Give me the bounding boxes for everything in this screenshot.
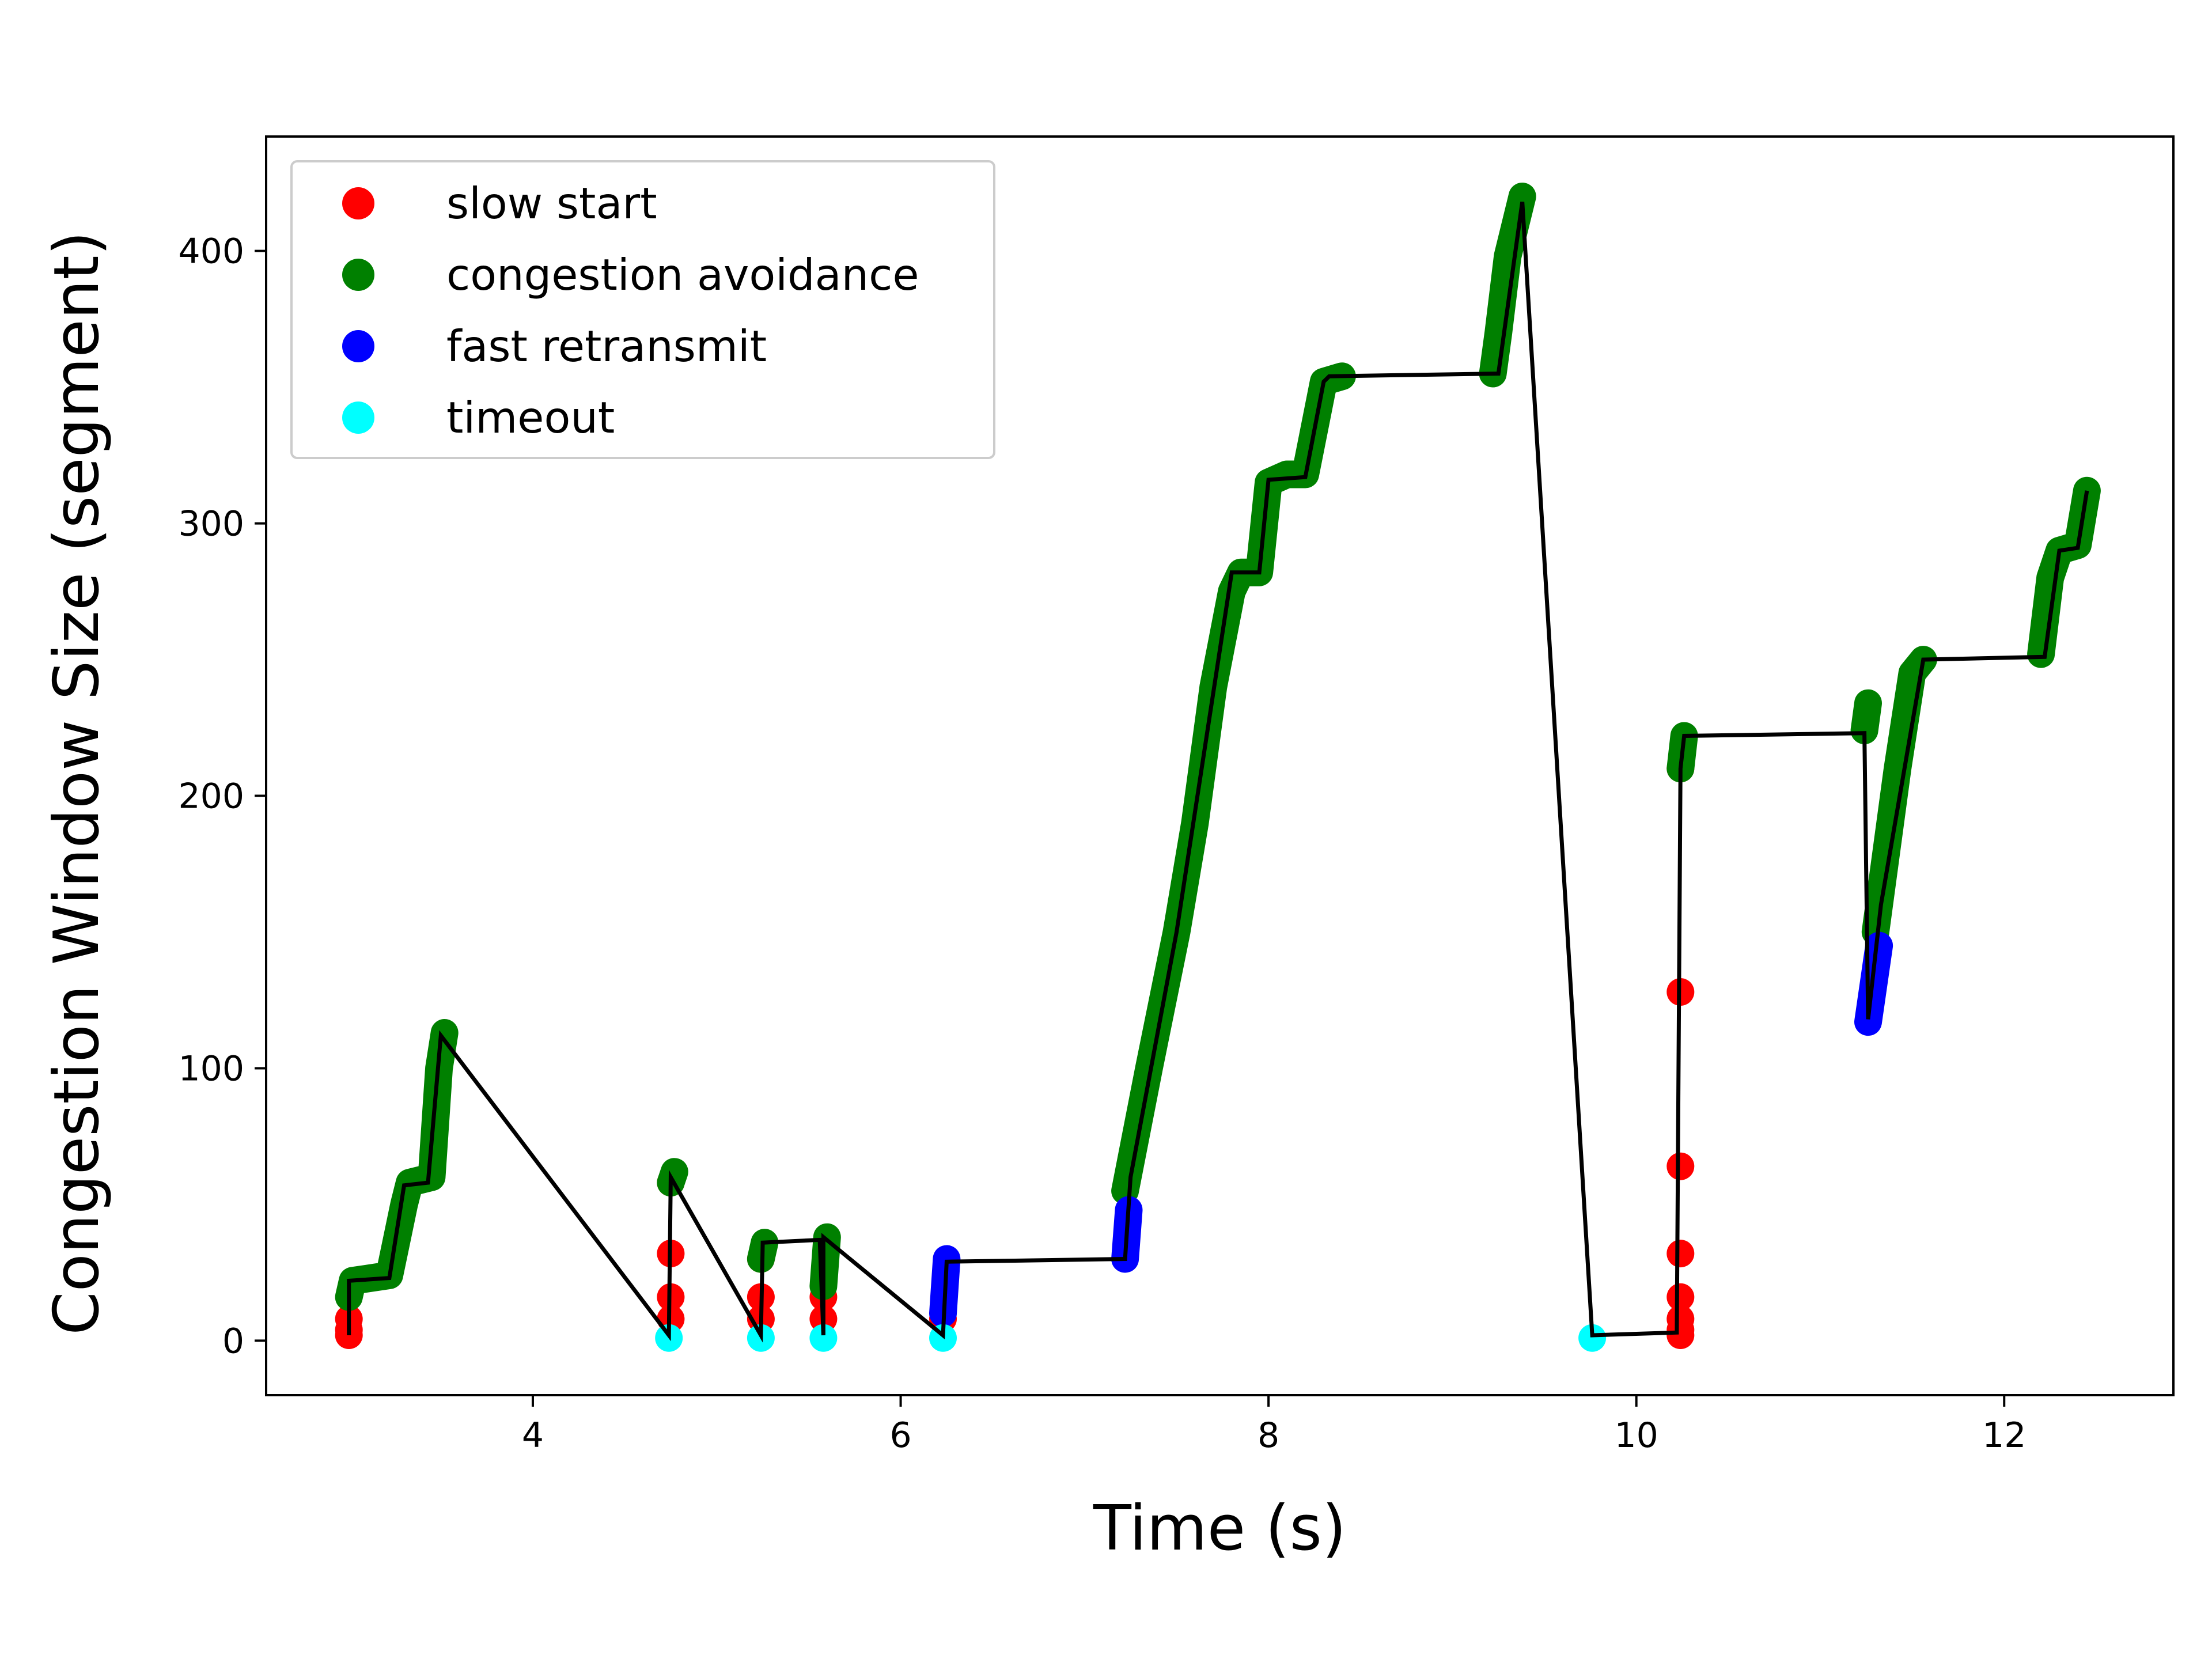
- slow-start-point: [1666, 1152, 1695, 1180]
- congestion-avoidance-points-run: [1479, 183, 1536, 388]
- x-tick-label: 12: [1982, 1415, 2026, 1456]
- plot-marks: [335, 183, 2101, 1352]
- x-tick-label: 6: [889, 1415, 911, 1456]
- timeout-point: [809, 1324, 838, 1352]
- y-tick-label: 100: [178, 1048, 244, 1089]
- x-tick-label: 4: [522, 1415, 544, 1456]
- legend-box: [290, 160, 995, 459]
- legend-marker-congestion-avoidance: [342, 259, 374, 291]
- legend-label-slow-start: slow start: [446, 178, 657, 229]
- slow-start-point: [1666, 1240, 1695, 1268]
- legend-marker-fast-retransmit: [342, 330, 374, 362]
- x-axis: 4 6 8 10 12: [522, 1395, 2026, 1456]
- y-tick-label: 0: [222, 1321, 244, 1361]
- congestion-avoidance-points-run: [1111, 362, 1356, 1205]
- legend-label-fast-retransmit: fast retransmit: [446, 321, 767, 372]
- legend-marker-slow-start: [342, 187, 374, 219]
- y-axis-title: Congestion Window Size (segment): [41, 231, 113, 1335]
- congestion-avoidance-points-run: [1850, 689, 1882, 744]
- legend-label-congestion-avoidance: congestion avoidance: [446, 249, 919, 300]
- cwnd-line: [347, 202, 2089, 1343]
- legend-label-timeout: timeout: [446, 392, 615, 443]
- plot-frame: [265, 135, 2175, 1396]
- y-tick-label: 400: [178, 232, 244, 272]
- y-tick-label: 300: [178, 504, 244, 544]
- x-tick-label: 10: [1615, 1415, 1658, 1456]
- x-tick-label: 8: [1257, 1415, 1279, 1456]
- congestion-avoidance-points-run: [1861, 646, 1937, 946]
- slow-start-point: [1666, 1283, 1695, 1311]
- timeout-point: [1578, 1324, 1607, 1352]
- y-axis: 0 100 200 300 400: [178, 232, 266, 1361]
- legend-marker-timeout: [342, 402, 374, 434]
- series-timeout: [655, 1324, 1607, 1352]
- legend: slow start congestion avoidance fast retra…: [290, 160, 995, 459]
- y-tick-label: 200: [178, 777, 244, 817]
- x-axis-title: Time (s): [1093, 1493, 1346, 1565]
- slow-start-point: [1666, 1305, 1695, 1333]
